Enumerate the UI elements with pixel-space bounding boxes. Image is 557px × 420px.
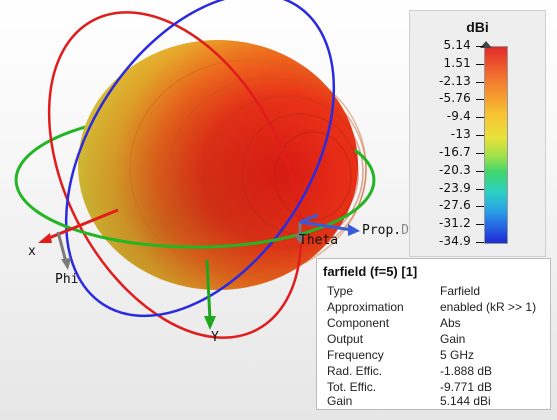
- y-axis-arrow: [204, 259, 216, 330]
- info-key: Frequency: [327, 348, 384, 362]
- scale-tick-mark: [476, 81, 484, 83]
- info-key: Type: [327, 284, 354, 298]
- info-value: enabled (kR >> 1): [440, 300, 537, 314]
- scale-tick-mark: [476, 242, 484, 243]
- scale-tick-label: -16.7: [438, 144, 471, 159]
- info-value: Gain: [440, 332, 466, 346]
- info-key: Component: [327, 316, 390, 330]
- prop-dir-arrow: [299, 213, 360, 236]
- info-key: Approximation: [327, 300, 404, 314]
- scale-tick-mark: [476, 46, 484, 47]
- scale-tick-label: -2.13: [438, 73, 471, 88]
- info-value: Farfield: [440, 284, 481, 298]
- farfield-pattern-surface: [78, 40, 367, 290]
- scale-tick-mark: [476, 188, 484, 190]
- info-key: Gain: [327, 394, 353, 408]
- info-value: -9.771 dB: [440, 380, 493, 394]
- scale-tick-label: -34.9: [438, 234, 471, 248]
- x-axis-arrow: [38, 208, 119, 243]
- scale-tick-label: -5.76: [438, 91, 471, 106]
- scale-tick-mark: [476, 99, 484, 101]
- info-key: Tot. Effic.: [327, 380, 377, 394]
- scale-unit-title: dBi: [466, 19, 489, 35]
- info-key: Rad. Effic.: [327, 364, 383, 378]
- prop-dir-label-prefix: Prop.: [362, 223, 402, 238]
- color-gradient-bar: [484, 46, 508, 244]
- scale-tick-label: -23.9: [438, 180, 471, 195]
- x-axis-label: x: [28, 244, 36, 259]
- color-scale-legend: dBi 5.14 1.51 -2.13 -5.76 -9.4 -13 -16.7 -20.3 -…: [409, 10, 546, 257]
- phi-arrow: [56, 231, 71, 270]
- scale-tick-label: -27.6: [438, 198, 471, 213]
- scale-tick-mark: [476, 224, 484, 226]
- farfield-info-panel: farfield (f=5) [1] Type Farfield Approxi…: [316, 258, 551, 410]
- scale-max-marker-icon: [480, 41, 492, 48]
- scale-tick-mark: [476, 117, 484, 119]
- scale-tick-label: 5.14: [443, 38, 471, 52]
- theta-arrow: [294, 222, 306, 244]
- scale-tick-mark: [476, 135, 484, 137]
- scale-tick-label: 1.51: [443, 55, 471, 70]
- phi-ring-front: [34, 148, 376, 249]
- theta-ring-blue: [64, 0, 336, 318]
- phi-axis-label: Phi: [55, 272, 79, 287]
- info-key: Output: [327, 332, 364, 346]
- info-value: 5.144 dBi: [440, 394, 491, 408]
- info-value: -1.888 dB: [440, 364, 493, 378]
- info-value: Abs: [440, 316, 461, 330]
- scale-tick-mark: [476, 63, 484, 65]
- scale-tick-label: -31.2: [438, 216, 471, 231]
- scale-tick-mark: [476, 170, 484, 172]
- info-panel-title: farfield (f=5) [1]: [323, 264, 418, 279]
- scale-tick-mark: [476, 206, 484, 208]
- scale-tick-label: -13: [450, 127, 471, 142]
- theta-axis-label: Theta: [299, 233, 339, 248]
- scale-tick-label: -9.4: [446, 109, 471, 124]
- scale-tick-mark: [476, 152, 484, 154]
- y-axis-label: Y: [211, 330, 219, 345]
- scale-tick-label: -20.3: [438, 162, 471, 177]
- info-value: 5 GHz: [440, 348, 475, 362]
